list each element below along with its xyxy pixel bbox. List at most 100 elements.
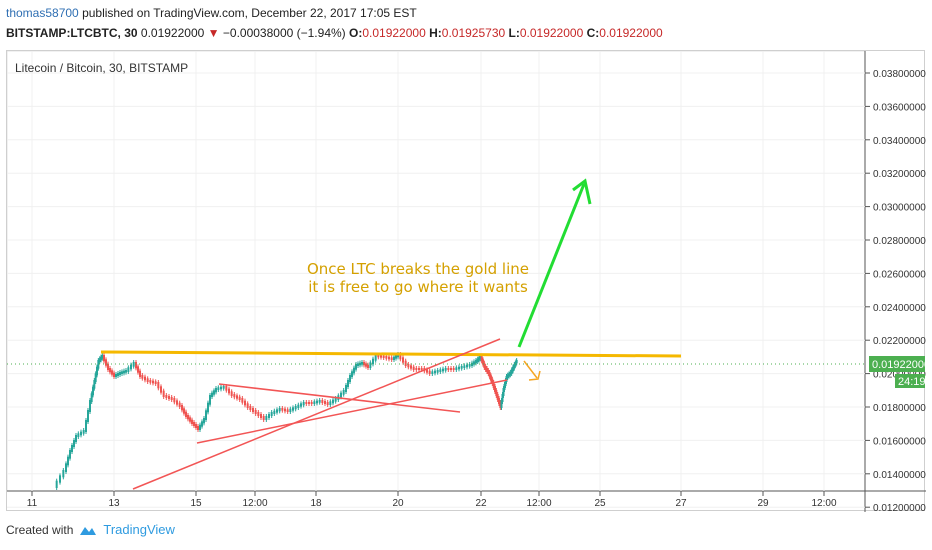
candle-body bbox=[504, 380, 507, 386]
candle-body bbox=[139, 370, 141, 377]
candle-body bbox=[369, 362, 372, 368]
candle-body bbox=[284, 408, 286, 412]
candle-body bbox=[87, 410, 89, 422]
candle-body bbox=[162, 390, 165, 397]
published-text: published on TradingView.com, December 2… bbox=[82, 6, 417, 20]
time-tick-label: 12:00 bbox=[526, 498, 551, 509]
grid bbox=[7, 51, 865, 508]
orange-arrow-head-icon bbox=[528, 370, 541, 381]
candle-body bbox=[146, 378, 149, 382]
candle-body bbox=[73, 440, 75, 447]
candle-body bbox=[257, 412, 260, 416]
candle-body bbox=[213, 390, 215, 395]
trend-line-down[interactable] bbox=[218, 383, 461, 413]
price-tick-label: 0.02400000 bbox=[873, 303, 926, 314]
candle-body bbox=[228, 388, 230, 394]
trend-line-up-2[interactable] bbox=[196, 379, 508, 444]
candle-body bbox=[154, 381, 157, 384]
candle-body bbox=[361, 362, 363, 365]
candle-body bbox=[65, 463, 67, 472]
candle-body bbox=[324, 401, 326, 404]
candle-body bbox=[132, 362, 135, 367]
candle-body bbox=[220, 386, 222, 390]
time-tick-label: 12:00 bbox=[242, 498, 267, 509]
candle-body bbox=[187, 415, 189, 420]
candle-body bbox=[495, 390, 498, 396]
candle-body bbox=[105, 359, 107, 366]
candle-body bbox=[468, 364, 471, 367]
green-up-arrow[interactable] bbox=[517, 183, 586, 348]
candle-body bbox=[404, 360, 407, 366]
candle-body bbox=[211, 392, 213, 397]
candle-body bbox=[458, 366, 460, 370]
candle-body bbox=[236, 395, 238, 399]
price-value: 0.01922000 bbox=[140, 26, 205, 40]
annotation-line-2[interactable]: it is free to go where it wants bbox=[308, 278, 528, 296]
trend-line-up-1[interactable] bbox=[132, 338, 501, 490]
candle-body bbox=[173, 398, 176, 403]
tradingview-brand[interactable]: TradingView bbox=[103, 522, 175, 537]
candle-body bbox=[268, 414, 270, 418]
candle-body bbox=[165, 395, 168, 398]
candle-body bbox=[230, 391, 233, 396]
price-tick-label: 0.03000000 bbox=[873, 203, 926, 214]
candle-body bbox=[321, 400, 324, 403]
open-label: O: bbox=[349, 26, 363, 40]
candle-body bbox=[244, 400, 246, 406]
low-label: L: bbox=[508, 26, 520, 40]
symbol-label: BITSTAMP:LTCBTC, 30 bbox=[6, 26, 138, 40]
candle-body bbox=[476, 358, 479, 362]
candle-body bbox=[176, 400, 178, 405]
candle-body bbox=[252, 408, 254, 412]
candle-body bbox=[482, 359, 484, 365]
last-price-badge bbox=[869, 356, 925, 372]
candle-body bbox=[249, 406, 252, 410]
candle-body bbox=[117, 373, 119, 376]
created-with-label: Created with bbox=[6, 522, 74, 537]
candle-body bbox=[377, 355, 380, 358]
candle-body bbox=[508, 373, 510, 377]
time-tick-label: 20 bbox=[392, 498, 404, 509]
annotation-line-1[interactable]: Once LTC breaks the gold line bbox=[307, 260, 529, 278]
price-tick-label: 0.03200000 bbox=[873, 169, 926, 180]
candle-body bbox=[80, 431, 82, 436]
author-link[interactable]: thomas58700 bbox=[6, 6, 79, 20]
candle-body bbox=[125, 370, 127, 373]
price-tick-label: 0.02200000 bbox=[873, 336, 926, 347]
candle-body bbox=[111, 370, 113, 375]
candle-body bbox=[498, 398, 500, 404]
chart-canvas[interactable]: 0.03800000 0.03600000 0.03400000 0.03200000… bbox=[7, 51, 926, 512]
candle-body bbox=[302, 402, 305, 406]
candle-body bbox=[246, 403, 249, 408]
candle-body bbox=[500, 400, 503, 408]
candle-body bbox=[157, 382, 160, 389]
candle-body bbox=[395, 355, 397, 359]
high-label: H: bbox=[429, 26, 442, 40]
candle-body bbox=[130, 364, 132, 370]
candle-body bbox=[390, 357, 393, 360]
candle-body bbox=[297, 404, 300, 408]
candle-body bbox=[334, 398, 337, 402]
candle-body bbox=[260, 414, 262, 418]
gold-resistance-line[interactable] bbox=[100, 350, 682, 358]
orange-down-arrow[interactable] bbox=[523, 360, 538, 379]
candle-body bbox=[466, 364, 468, 368]
candle-body bbox=[355, 364, 357, 370]
candle-body bbox=[181, 405, 183, 411]
close-label: C: bbox=[586, 26, 600, 40]
candle-body bbox=[265, 416, 268, 420]
candle-body bbox=[67, 456, 69, 466]
candle-body bbox=[340, 392, 342, 398]
candle-body bbox=[89, 400, 91, 412]
candle-body bbox=[168, 396, 170, 399]
candle-body bbox=[388, 356, 390, 360]
candle-body bbox=[318, 400, 321, 403]
candle-body bbox=[225, 386, 228, 391]
candle-body bbox=[326, 402, 329, 405]
candle-body bbox=[185, 411, 187, 417]
candle-body bbox=[475, 360, 477, 364]
chart-panel[interactable]: 0.03800000 0.03600000 0.03400000 0.03200000… bbox=[6, 50, 926, 512]
candle-body bbox=[199, 424, 201, 430]
candle-body bbox=[431, 371, 434, 374]
candle-body bbox=[55, 480, 58, 488]
